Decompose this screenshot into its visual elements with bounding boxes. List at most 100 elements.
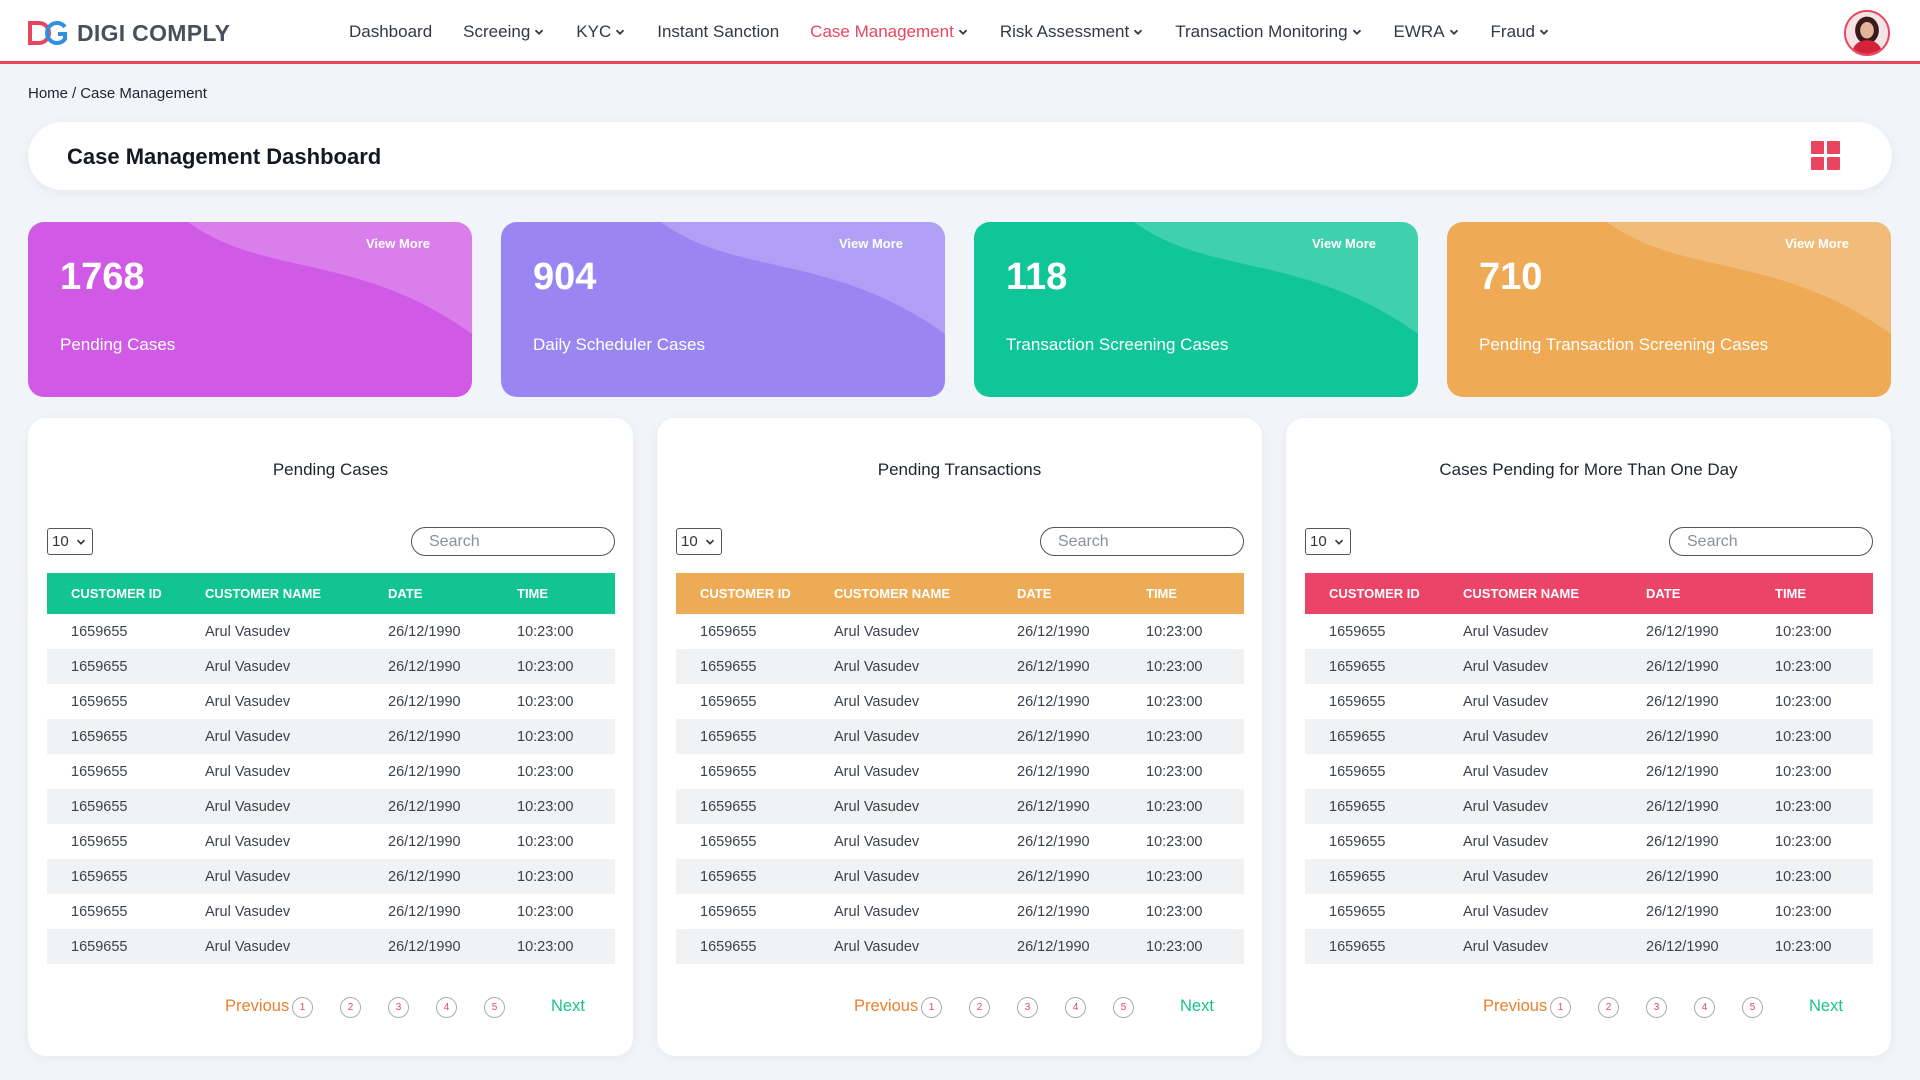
table-row[interactable]: 1659655 Arul Vasudev 26/12/1990 10:23:00 (676, 859, 1244, 894)
page-number-button[interactable]: 1 (1550, 997, 1571, 1018)
chevron-down-icon (614, 26, 626, 38)
nav-transaction-monitoring[interactable]: Transaction Monitoring (1175, 22, 1362, 42)
page-size-select[interactable]: 10 (1305, 528, 1351, 555)
table-cell: 10:23:00 (1751, 649, 1873, 684)
page-number-button[interactable]: 2 (1598, 997, 1619, 1018)
table-row[interactable]: 1659655 Arul Vasudev 26/12/1990 10:23:00 (676, 649, 1244, 684)
page-number-button[interactable]: 4 (436, 997, 457, 1018)
nav-label: Risk Assessment (999, 22, 1130, 41)
page-size-select[interactable]: 10 (47, 528, 93, 555)
next-button[interactable]: Next (551, 997, 585, 1015)
page-number-button[interactable]: 1 (921, 997, 942, 1018)
page-number-button[interactable]: 3 (388, 997, 409, 1018)
column-header[interactable]: TIME (517, 586, 549, 601)
table-cell: 26/12/1990 (993, 719, 1122, 754)
page-number-button[interactable]: 5 (484, 997, 505, 1018)
page-number-button[interactable]: 3 (1646, 997, 1667, 1018)
table-row[interactable]: 1659655 Arul Vasudev 26/12/1990 10:23:00 (47, 684, 615, 719)
table-row[interactable]: 1659655 Arul Vasudev 26/12/1990 10:23:00 (1305, 894, 1873, 929)
column-header[interactable]: DATE (388, 586, 423, 601)
nav-ewra[interactable]: EWRA (1394, 22, 1460, 42)
page-number-button[interactable]: 2 (340, 997, 361, 1018)
column-header[interactable]: TIME (1775, 586, 1807, 601)
table-row[interactable]: 1659655 Arul Vasudev 26/12/1990 10:23:00 (47, 789, 615, 824)
table-row[interactable]: 1659655 Arul Vasudev 26/12/1990 10:23:00 (1305, 824, 1873, 859)
table-row[interactable]: 1659655 Arul Vasudev 26/12/1990 10:23:00 (47, 894, 615, 929)
search-input[interactable] (1669, 527, 1873, 556)
table-cell: 1659655 (1305, 789, 1439, 824)
table-cell: 1659655 (1305, 929, 1439, 964)
column-header[interactable]: CUSTOMER NAME (205, 586, 322, 601)
nav-dashboard[interactable]: Dashboard (349, 22, 432, 42)
brand[interactable]: DIGI COMPLY (27, 18, 230, 48)
view-more-link[interactable]: View More (1784, 236, 1849, 251)
nav-kyc[interactable]: KYC (576, 22, 626, 42)
nav-risk-assessment[interactable]: Risk Assessment (1000, 22, 1144, 42)
page-number-button[interactable]: 4 (1694, 997, 1715, 1018)
user-avatar[interactable] (1844, 10, 1890, 56)
grid-icon[interactable] (1811, 141, 1841, 171)
page-number-button[interactable]: 5 (1113, 997, 1134, 1018)
search-input[interactable] (411, 527, 615, 556)
table-row[interactable]: 1659655 Arul Vasudev 26/12/1990 10:23:00 (47, 929, 615, 964)
table-row[interactable]: 1659655 Arul Vasudev 26/12/1990 10:23:00 (676, 614, 1244, 649)
table-row[interactable]: 1659655 Arul Vasudev 26/12/1990 10:23:00 (1305, 684, 1873, 719)
table-row[interactable]: 1659655 Arul Vasudev 26/12/1990 10:23:00 (1305, 789, 1873, 824)
view-more-link[interactable]: View More (838, 236, 903, 251)
nav-case-management[interactable]: Case Management (810, 22, 969, 42)
table-row[interactable]: 1659655 Arul Vasudev 26/12/1990 10:23:00 (47, 649, 615, 684)
page-number-button[interactable]: 2 (969, 997, 990, 1018)
nav-screening[interactable]: Screeing (463, 22, 545, 42)
table-row[interactable]: 1659655 Arul Vasudev 26/12/1990 10:23:00 (47, 614, 615, 649)
table-row[interactable]: 1659655 Arul Vasudev 26/12/1990 10:23:00 (676, 754, 1244, 789)
table-cell: 10:23:00 (1146, 763, 1203, 780)
page-size-select[interactable]: 10 (676, 528, 722, 555)
column-header[interactable]: DATE (1017, 586, 1052, 601)
table-cell: 26/12/1990 (993, 649, 1122, 684)
page-number-button[interactable]: 1 (292, 997, 313, 1018)
table-cell: 10:23:00 (493, 859, 615, 894)
table-row[interactable]: 1659655 Arul Vasudev 26/12/1990 10:23:00 (1305, 649, 1873, 684)
table-row[interactable]: 1659655 Arul Vasudev 26/12/1990 10:23:00 (1305, 754, 1873, 789)
table-row[interactable]: 1659655 Arul Vasudev 26/12/1990 10:23:00 (1305, 719, 1873, 754)
table-cell: Arul Vasudev (181, 719, 364, 754)
table-row[interactable]: 1659655 Arul Vasudev 26/12/1990 10:23:00 (47, 824, 615, 859)
search-input[interactable] (1040, 527, 1244, 556)
previous-button[interactable]: Previous (1483, 997, 1548, 1015)
table-row[interactable]: 1659655 Arul Vasudev 26/12/1990 10:23:00 (676, 684, 1244, 719)
column-header[interactable]: CUSTOMER ID (1329, 586, 1420, 601)
table-row[interactable]: 1659655 Arul Vasudev 26/12/1990 10:23:00 (47, 859, 615, 894)
table-cell: 1659655 (1329, 903, 1386, 920)
previous-button[interactable]: Previous (854, 997, 919, 1015)
column-header[interactable]: CUSTOMER NAME (1463, 586, 1580, 601)
column-header[interactable]: CUSTOMER ID (700, 586, 791, 601)
table-row[interactable]: 1659655 Arul Vasudev 26/12/1990 10:23:00 (676, 929, 1244, 964)
table-row[interactable]: 1659655 Arul Vasudev 26/12/1990 10:23:00 (676, 719, 1244, 754)
table-row[interactable]: 1659655 Arul Vasudev 26/12/1990 10:23:00 (1305, 929, 1873, 964)
column-header[interactable]: DATE (1646, 586, 1681, 601)
next-button[interactable]: Next (1809, 997, 1843, 1015)
previous-button[interactable]: Previous (225, 997, 290, 1015)
data-table: CUSTOMER ID CUSTOMER NAME DATE TIME 1659655 A… (47, 573, 615, 964)
table-row[interactable]: 1659655 Arul Vasudev 26/12/1990 10:23:00 (1305, 859, 1873, 894)
breadcrumb-home[interactable]: Home (28, 85, 69, 102)
nav-fraud[interactable]: Fraud (1491, 22, 1550, 42)
view-more-link[interactable]: View More (365, 236, 430, 251)
table-row[interactable]: 1659655 Arul Vasudev 26/12/1990 10:23:00 (47, 754, 615, 789)
table-cell: 26/12/1990 (993, 929, 1122, 964)
page-number-button[interactable]: 3 (1017, 997, 1038, 1018)
table-row[interactable]: 1659655 Arul Vasudev 26/12/1990 10:23:00 (676, 894, 1244, 929)
next-button[interactable]: Next (1180, 997, 1214, 1015)
nav-instant-sanction[interactable]: Instant Sanction (657, 22, 779, 42)
column-header[interactable]: CUSTOMER NAME (834, 586, 951, 601)
page-number-button[interactable]: 4 (1065, 997, 1086, 1018)
table-row[interactable]: 1659655 Arul Vasudev 26/12/1990 10:23:00 (47, 719, 615, 754)
column-header[interactable]: CUSTOMER ID (71, 586, 162, 601)
table-row[interactable]: 1659655 Arul Vasudev 26/12/1990 10:23:00 (676, 824, 1244, 859)
page-number-button[interactable]: 5 (1742, 997, 1763, 1018)
table-row[interactable]: 1659655 Arul Vasudev 26/12/1990 10:23:00 (1305, 614, 1873, 649)
table-row[interactable]: 1659655 Arul Vasudev 26/12/1990 10:23:00 (676, 789, 1244, 824)
view-more-link[interactable]: View More (1311, 236, 1376, 251)
column-header[interactable]: TIME (1146, 586, 1178, 601)
stat-value: 904 (533, 256, 597, 298)
